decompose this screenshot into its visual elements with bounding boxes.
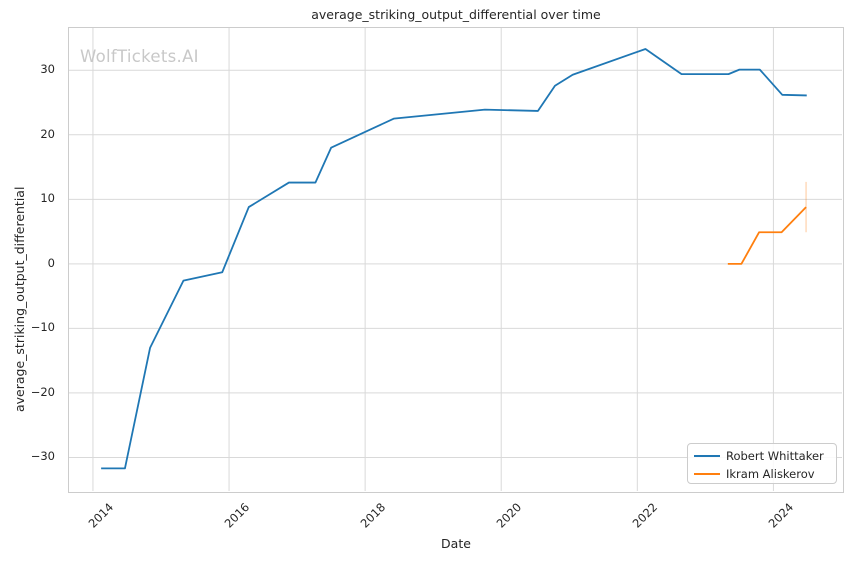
x-tick-label: 2016 <box>221 500 252 531</box>
y-tick-label: 20 <box>40 126 55 141</box>
x-tick-label: 2024 <box>765 500 797 531</box>
watermark: WolfTickets.AI <box>80 47 199 66</box>
legend-line-swatch <box>694 455 720 457</box>
legend-item: Robert Whittaker <box>694 447 836 465</box>
y-axis-label: average_striking_output_differential <box>12 186 27 412</box>
legend-label: Ikram Aliskerov <box>726 467 815 481</box>
legend-line-swatch <box>694 473 720 475</box>
x-tick-label: 2022 <box>629 500 661 531</box>
y-tick-label: 10 <box>40 191 55 206</box>
legend: Robert Whittaker Ikram Aliskerov <box>687 443 837 484</box>
x-tick-label: 2014 <box>85 500 116 531</box>
x-axis-label: Date <box>441 536 471 551</box>
y-tick-label: −10 <box>30 320 55 335</box>
x-tick-label: 2018 <box>357 500 389 531</box>
series-line-ikram-aliskerov <box>727 206 807 265</box>
plot-area <box>68 27 844 493</box>
chart-title: average_striking_output_differential ove… <box>311 7 601 22</box>
y-tick-label: −30 <box>30 449 55 464</box>
legend-item: Ikram Aliskerov <box>694 465 836 483</box>
legend-label: Robert Whittaker <box>726 449 824 463</box>
x-tick-label: 2020 <box>493 500 525 531</box>
series-line-robert-whittaker <box>101 48 807 470</box>
y-tick-label: 30 <box>40 62 55 77</box>
y-tick-label: −20 <box>30 384 55 399</box>
y-tick-label: 0 <box>47 255 55 270</box>
plot-canvas <box>69 28 842 491</box>
